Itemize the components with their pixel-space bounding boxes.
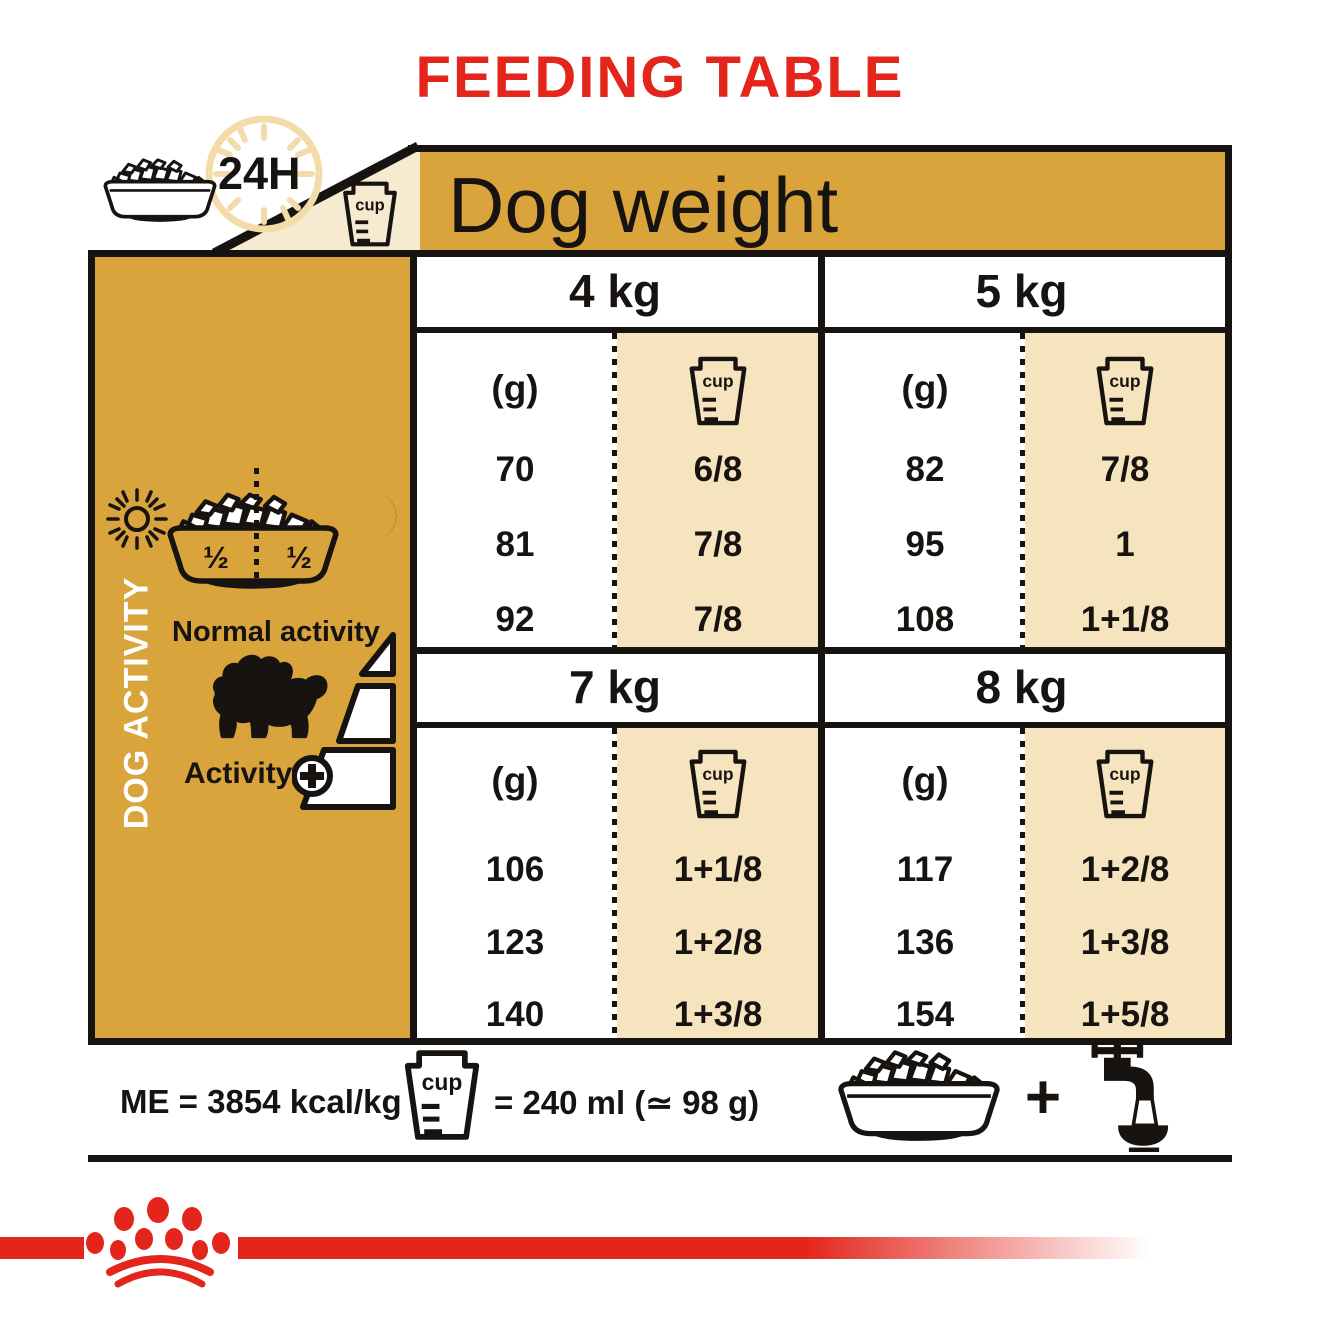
moon-icon (373, 492, 397, 540)
svg-text:cup: cup (355, 195, 384, 214)
cup-column-8kg (1025, 728, 1225, 1038)
table-cell: 1+3/8 (673, 995, 763, 1034)
food-bowl-icon (838, 1050, 1000, 1141)
header-bottom-border (88, 250, 1232, 257)
table-cell: 6/8 (693, 450, 743, 489)
table-cell: 1+2/8 (673, 923, 763, 962)
table-bottom-border (88, 1038, 1232, 1045)
cup-equivalence-label: = 240 ml (≃ 98 g) (494, 1084, 760, 1121)
half-portion-night-label: ½ (286, 540, 312, 575)
activity-plus-label: Activity (184, 757, 293, 790)
table-cell: 1+1/8 (1080, 600, 1170, 639)
table-cell: 7/8 (693, 525, 743, 564)
dotted-divider-4kg (612, 333, 617, 647)
24h-label: 24H (218, 148, 301, 199)
table-cell: 7/8 (693, 600, 743, 639)
weight-header-5kg: 5 kg (975, 265, 1068, 317)
measuring-cup-icon: cup (343, 181, 397, 247)
svg-text:cup: cup (1109, 371, 1140, 391)
dotted-divider-8kg (1020, 728, 1025, 1038)
me-kcal-label: ME = 3854 kcal/kg (120, 1083, 402, 1120)
svg-text:cup: cup (1109, 764, 1140, 784)
measuring-cup-icon: cup (1096, 749, 1154, 819)
bowl-split-dotted-line (254, 468, 259, 586)
royal-canin-crown-logo (86, 1197, 230, 1288)
sun-icon (106, 488, 168, 550)
dotted-divider-7kg (612, 728, 617, 1038)
table-cell: 108 (895, 600, 955, 639)
activity-level-steps-icon (292, 632, 396, 810)
svg-text:cup: cup (422, 1069, 463, 1095)
water-tap-icon (1091, 1040, 1169, 1152)
table-cell: 70 (495, 450, 535, 489)
table-cell: 140 (485, 995, 545, 1034)
cup-column-4kg (617, 333, 818, 647)
half-portion-day-label: ½ (203, 540, 229, 575)
table-right-border (1225, 145, 1232, 1045)
weight-header-7kg: 7 kg (568, 661, 662, 713)
weight-header-4kg: 4 kg (568, 265, 662, 317)
svg-text:cup: cup (702, 371, 733, 391)
table-cell: 82 (905, 450, 945, 489)
table-cell: 7/8 (1100, 450, 1150, 489)
plus-sign: + (1024, 1063, 1062, 1132)
column-split-border (818, 250, 825, 1045)
grams-label-4kg: (g) (491, 368, 539, 409)
normal-activity-label: Normal activity (172, 616, 380, 648)
measuring-cup-icon: cup (689, 356, 747, 426)
food-bowl-icon (103, 158, 217, 222)
grams-label-7kg: (g) (491, 760, 539, 801)
weight-header-8kg: 8 kg (975, 661, 1068, 713)
red-band-left (0, 1237, 84, 1259)
red-band-right (238, 1237, 1150, 1259)
dog-activity-sidebar (95, 257, 410, 1038)
cup-column-5kg (1025, 333, 1225, 647)
table-cell: 154 (895, 995, 955, 1034)
dog-weight-header-band (412, 152, 1225, 250)
dog-weight-title: Dog weight (448, 161, 839, 249)
measuring-cup-icon: cup (689, 749, 747, 819)
dog-silhouette-icon (212, 654, 328, 739)
measuring-cup-icon: cup (1096, 356, 1154, 426)
cup-column-7kg (617, 728, 818, 1038)
table-cell: 123 (485, 923, 545, 962)
table-cell: 1+3/8 (1080, 923, 1170, 962)
table-cell: 92 (495, 600, 535, 639)
dotted-divider-5kg (1020, 333, 1025, 647)
table-cell: 1+5/8 (1080, 995, 1170, 1034)
table-cell: 1+2/8 (1080, 850, 1170, 889)
24h-clock-icon (205, 115, 323, 233)
svg-text:cup: cup (702, 764, 733, 784)
table-cell: 1+1/8 (673, 850, 763, 889)
dog-activity-axis-label: DOG ACTIVITY (117, 576, 156, 830)
food-bowl-half-icon (167, 492, 339, 589)
table-cell: 117 (896, 850, 954, 889)
grams-label-8kg: (g) (901, 760, 949, 801)
grams-label-5kg: (g) (901, 368, 949, 409)
table-left-border (88, 250, 95, 1045)
table-cell: 106 (485, 850, 545, 889)
measuring-cup-icon: cup (404, 1050, 480, 1140)
sidebar-right-border (410, 250, 417, 1045)
table-cell: 95 (905, 525, 945, 564)
table-cell: 1 (1115, 525, 1135, 564)
table-cell: 136 (895, 923, 955, 962)
footer-bottom-border (88, 1155, 1232, 1162)
table-top-border (408, 145, 1232, 152)
page-title: FEEDING TABLE (415, 45, 905, 110)
table-cell: 81 (495, 525, 535, 564)
